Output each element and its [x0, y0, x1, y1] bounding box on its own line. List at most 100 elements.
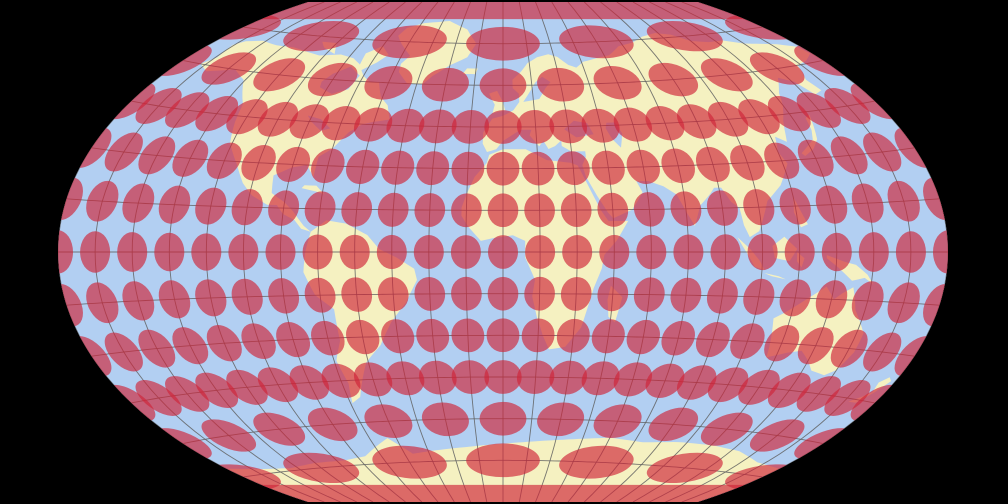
landmass-java — [764, 273, 786, 280]
tissot-indicatrix — [376, 234, 407, 270]
tissot-indicatrix — [764, 325, 800, 362]
tissot-indicatrix — [451, 318, 485, 353]
tissot-indicatrix — [830, 329, 868, 368]
tissot-indicatrix — [597, 192, 629, 227]
tissot-indicatrix — [749, 52, 805, 85]
tissot-indicatrix — [135, 88, 182, 124]
tissot-indicatrix — [386, 108, 425, 143]
tissot-indicatrix — [268, 190, 300, 226]
tissot-indicatrix — [824, 380, 871, 416]
tissot-indicatrix — [253, 58, 306, 92]
tissot-indicatrix — [559, 445, 634, 479]
tissot-indicatrix — [414, 276, 446, 311]
tissot-indicatrix — [779, 279, 811, 317]
tissot-indicatrix — [201, 52, 257, 85]
tissot-indicatrix — [86, 282, 119, 324]
tissot-indicatrix — [730, 323, 765, 360]
tissot-indicatrix — [206, 142, 242, 179]
tissot-indicatrix — [58, 2, 948, 20]
tissot-indicatrix — [645, 363, 685, 398]
tissot-indicatrix — [283, 20, 360, 52]
tissot-indicatrix — [466, 26, 540, 61]
tissot-indicatrix — [228, 233, 259, 271]
tissot-indicatrix — [414, 193, 446, 228]
tissot-indicatrix — [887, 282, 920, 324]
tissot-indicatrix — [364, 65, 413, 100]
tissot-indicatrix — [591, 319, 625, 354]
tissot-indicatrix — [796, 92, 841, 128]
tissot-indicatrix — [626, 149, 660, 185]
tissot-indicatrix — [646, 20, 723, 52]
tissot-indicatrix — [257, 367, 299, 403]
tissot-indicatrix — [521, 318, 555, 353]
tissot-indicatrix — [231, 189, 263, 226]
tissot-indicatrix — [321, 106, 361, 141]
tissot-indicatrix — [377, 192, 409, 227]
tissot-indicatrix — [451, 276, 482, 311]
tissot-indicatrix — [633, 192, 665, 227]
tissot-indicatrix — [749, 419, 805, 452]
tissot-indicatrix — [516, 110, 555, 144]
tissot-indicatrix — [676, 104, 717, 139]
tissot-indicatrix — [695, 322, 730, 358]
tissot-indicatrix — [341, 277, 373, 312]
tissot-indicatrix — [767, 372, 811, 408]
tissot-indicatrix — [591, 150, 625, 185]
tissot-indicatrix — [633, 277, 665, 312]
tissot-indicatrix — [537, 67, 585, 102]
tissot-indicatrix — [191, 233, 222, 271]
tissot-indicatrix — [863, 132, 902, 172]
tissot-indicatrix — [797, 139, 834, 177]
tissot-indicatrix — [451, 151, 485, 186]
tissot-indicatrix — [421, 402, 469, 437]
tissot-indicatrix — [451, 360, 490, 394]
tissot-indicatrix — [104, 132, 143, 172]
tissot-indicatrix — [122, 281, 155, 321]
tissot-indicatrix — [466, 443, 540, 478]
tissot-indicatrix — [851, 281, 884, 321]
tissot-indicatrix — [673, 234, 704, 270]
tissot-indicatrix — [670, 191, 702, 227]
tissot-indicatrix — [451, 193, 482, 228]
tissot-indicatrix — [226, 369, 268, 405]
tissot-indicatrix — [559, 25, 634, 59]
tissot-indicatrix — [172, 327, 209, 365]
tissot-indicatrix — [556, 318, 590, 353]
tissot-indicatrix — [676, 365, 717, 400]
tissot-indicatrix — [648, 407, 699, 442]
tissot-indicatrix — [307, 407, 358, 442]
tissot-indicatrix — [304, 277, 336, 313]
tissot-indicatrix — [597, 277, 629, 312]
tissot-indicatrix — [253, 412, 306, 446]
tissot-indicatrix — [516, 360, 555, 394]
tissot-indicatrix — [932, 230, 948, 274]
tissot-indicatrix — [710, 234, 741, 270]
tissot-indicatrix — [283, 452, 360, 484]
tissot-indicatrix — [58, 230, 74, 274]
tissot-indicatrix — [549, 360, 587, 395]
tissot-indicatrix — [784, 233, 815, 271]
tissot-indicatrix — [581, 108, 620, 143]
tissot-indicatrix — [80, 231, 111, 273]
tissot-indicatrix — [661, 148, 696, 184]
tissot-indicatrix — [377, 277, 409, 312]
tissot-indicatrix — [549, 109, 587, 144]
tissot-indicatrix — [661, 320, 696, 356]
tissot-indicatrix — [695, 146, 730, 182]
tissot-indicatrix — [419, 360, 457, 395]
tissot-indicatrix — [863, 332, 902, 372]
tissot-indicatrix — [226, 99, 268, 135]
tissot-indicatrix — [135, 380, 182, 416]
tissot-indicatrix — [560, 193, 592, 228]
tissot-indicatrix — [381, 319, 415, 354]
tissot-indicatrix — [268, 278, 300, 314]
tissot-indicatrix — [321, 363, 361, 398]
tissot-indicatrix — [593, 65, 642, 100]
tissot-indicatrix — [304, 191, 336, 227]
tissot-indicatrix — [450, 235, 481, 269]
tissot-indicatrix — [648, 62, 699, 97]
tissot-indicatrix — [707, 101, 749, 137]
tissot-indicatrix — [700, 412, 753, 446]
tissot-indicatrix — [381, 150, 415, 185]
